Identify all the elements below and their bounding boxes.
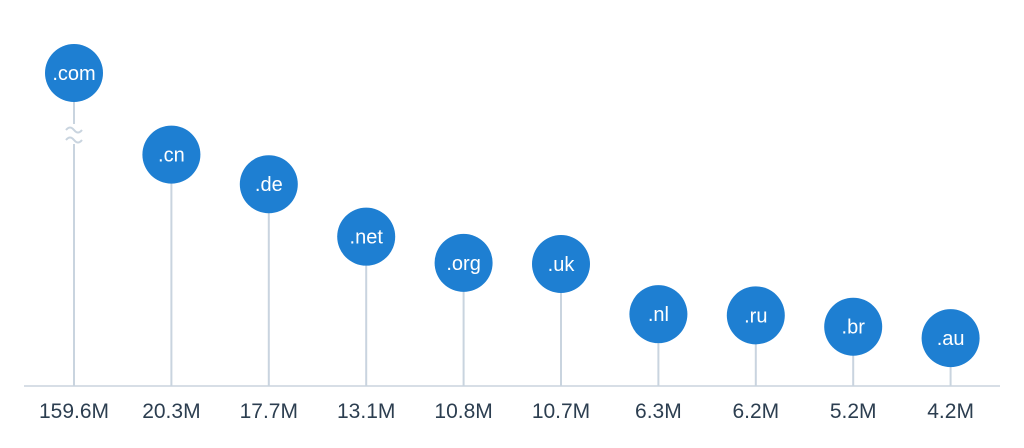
category-label: .org: [446, 253, 480, 275]
category-label: .au: [937, 328, 965, 350]
value-label: 10.8M: [434, 400, 492, 423]
value-label: 159.6M: [39, 400, 109, 423]
category-label: .uk: [548, 254, 576, 276]
pin-circle: [434, 233, 493, 292]
pin-circle: [45, 44, 103, 102]
lollipop-org: .org 10.8M: [434, 233, 493, 423]
pin-circle: [532, 235, 590, 294]
value-label: 20.3M: [142, 400, 200, 423]
value-label: 5.2M: [830, 400, 877, 423]
axis-break-mark: [65, 136, 83, 144]
lollipop-nl: .nl 6.3M: [629, 285, 688, 423]
lollipop-com: .com 159.6M: [39, 44, 109, 423]
pin-circle: [337, 207, 396, 266]
lollipop-au: .au 4.2M: [921, 309, 980, 423]
axis-break-mark: [65, 126, 83, 134]
pin-circle: [824, 297, 883, 356]
pin-circle: [726, 286, 785, 345]
category-label: .de: [255, 174, 283, 196]
lollipop-net: .net 13.1M: [337, 207, 396, 423]
category-label: .com: [52, 63, 95, 85]
lollipop-de: .de 17.7M: [240, 155, 298, 423]
value-label: 4.2M: [927, 400, 974, 423]
category-label: .cn: [158, 145, 185, 167]
category-label: .br: [842, 317, 866, 339]
value-label: 6.3M: [635, 400, 682, 423]
pin-circle: [629, 285, 688, 344]
category-label: .nl: [648, 304, 669, 326]
pin-circle: [921, 309, 980, 368]
value-label: 17.7M: [240, 400, 298, 423]
pin-circle: [239, 155, 298, 214]
lollipop-cn: .cn 20.3M: [142, 125, 201, 423]
axis-break-gap: [66, 124, 82, 144]
pin-circle: [142, 125, 201, 184]
lollipop-br: .br 5.2M: [824, 297, 883, 423]
lollipop-ru: .ru 6.2M: [726, 286, 785, 423]
value-label: 6.2M: [732, 400, 779, 423]
lollipop-uk: .uk 10.7M: [532, 235, 590, 423]
value-label: 10.7M: [532, 400, 590, 423]
category-label: .ru: [744, 305, 767, 327]
value-label: 13.1M: [337, 400, 395, 423]
category-label: .net: [350, 227, 384, 249]
